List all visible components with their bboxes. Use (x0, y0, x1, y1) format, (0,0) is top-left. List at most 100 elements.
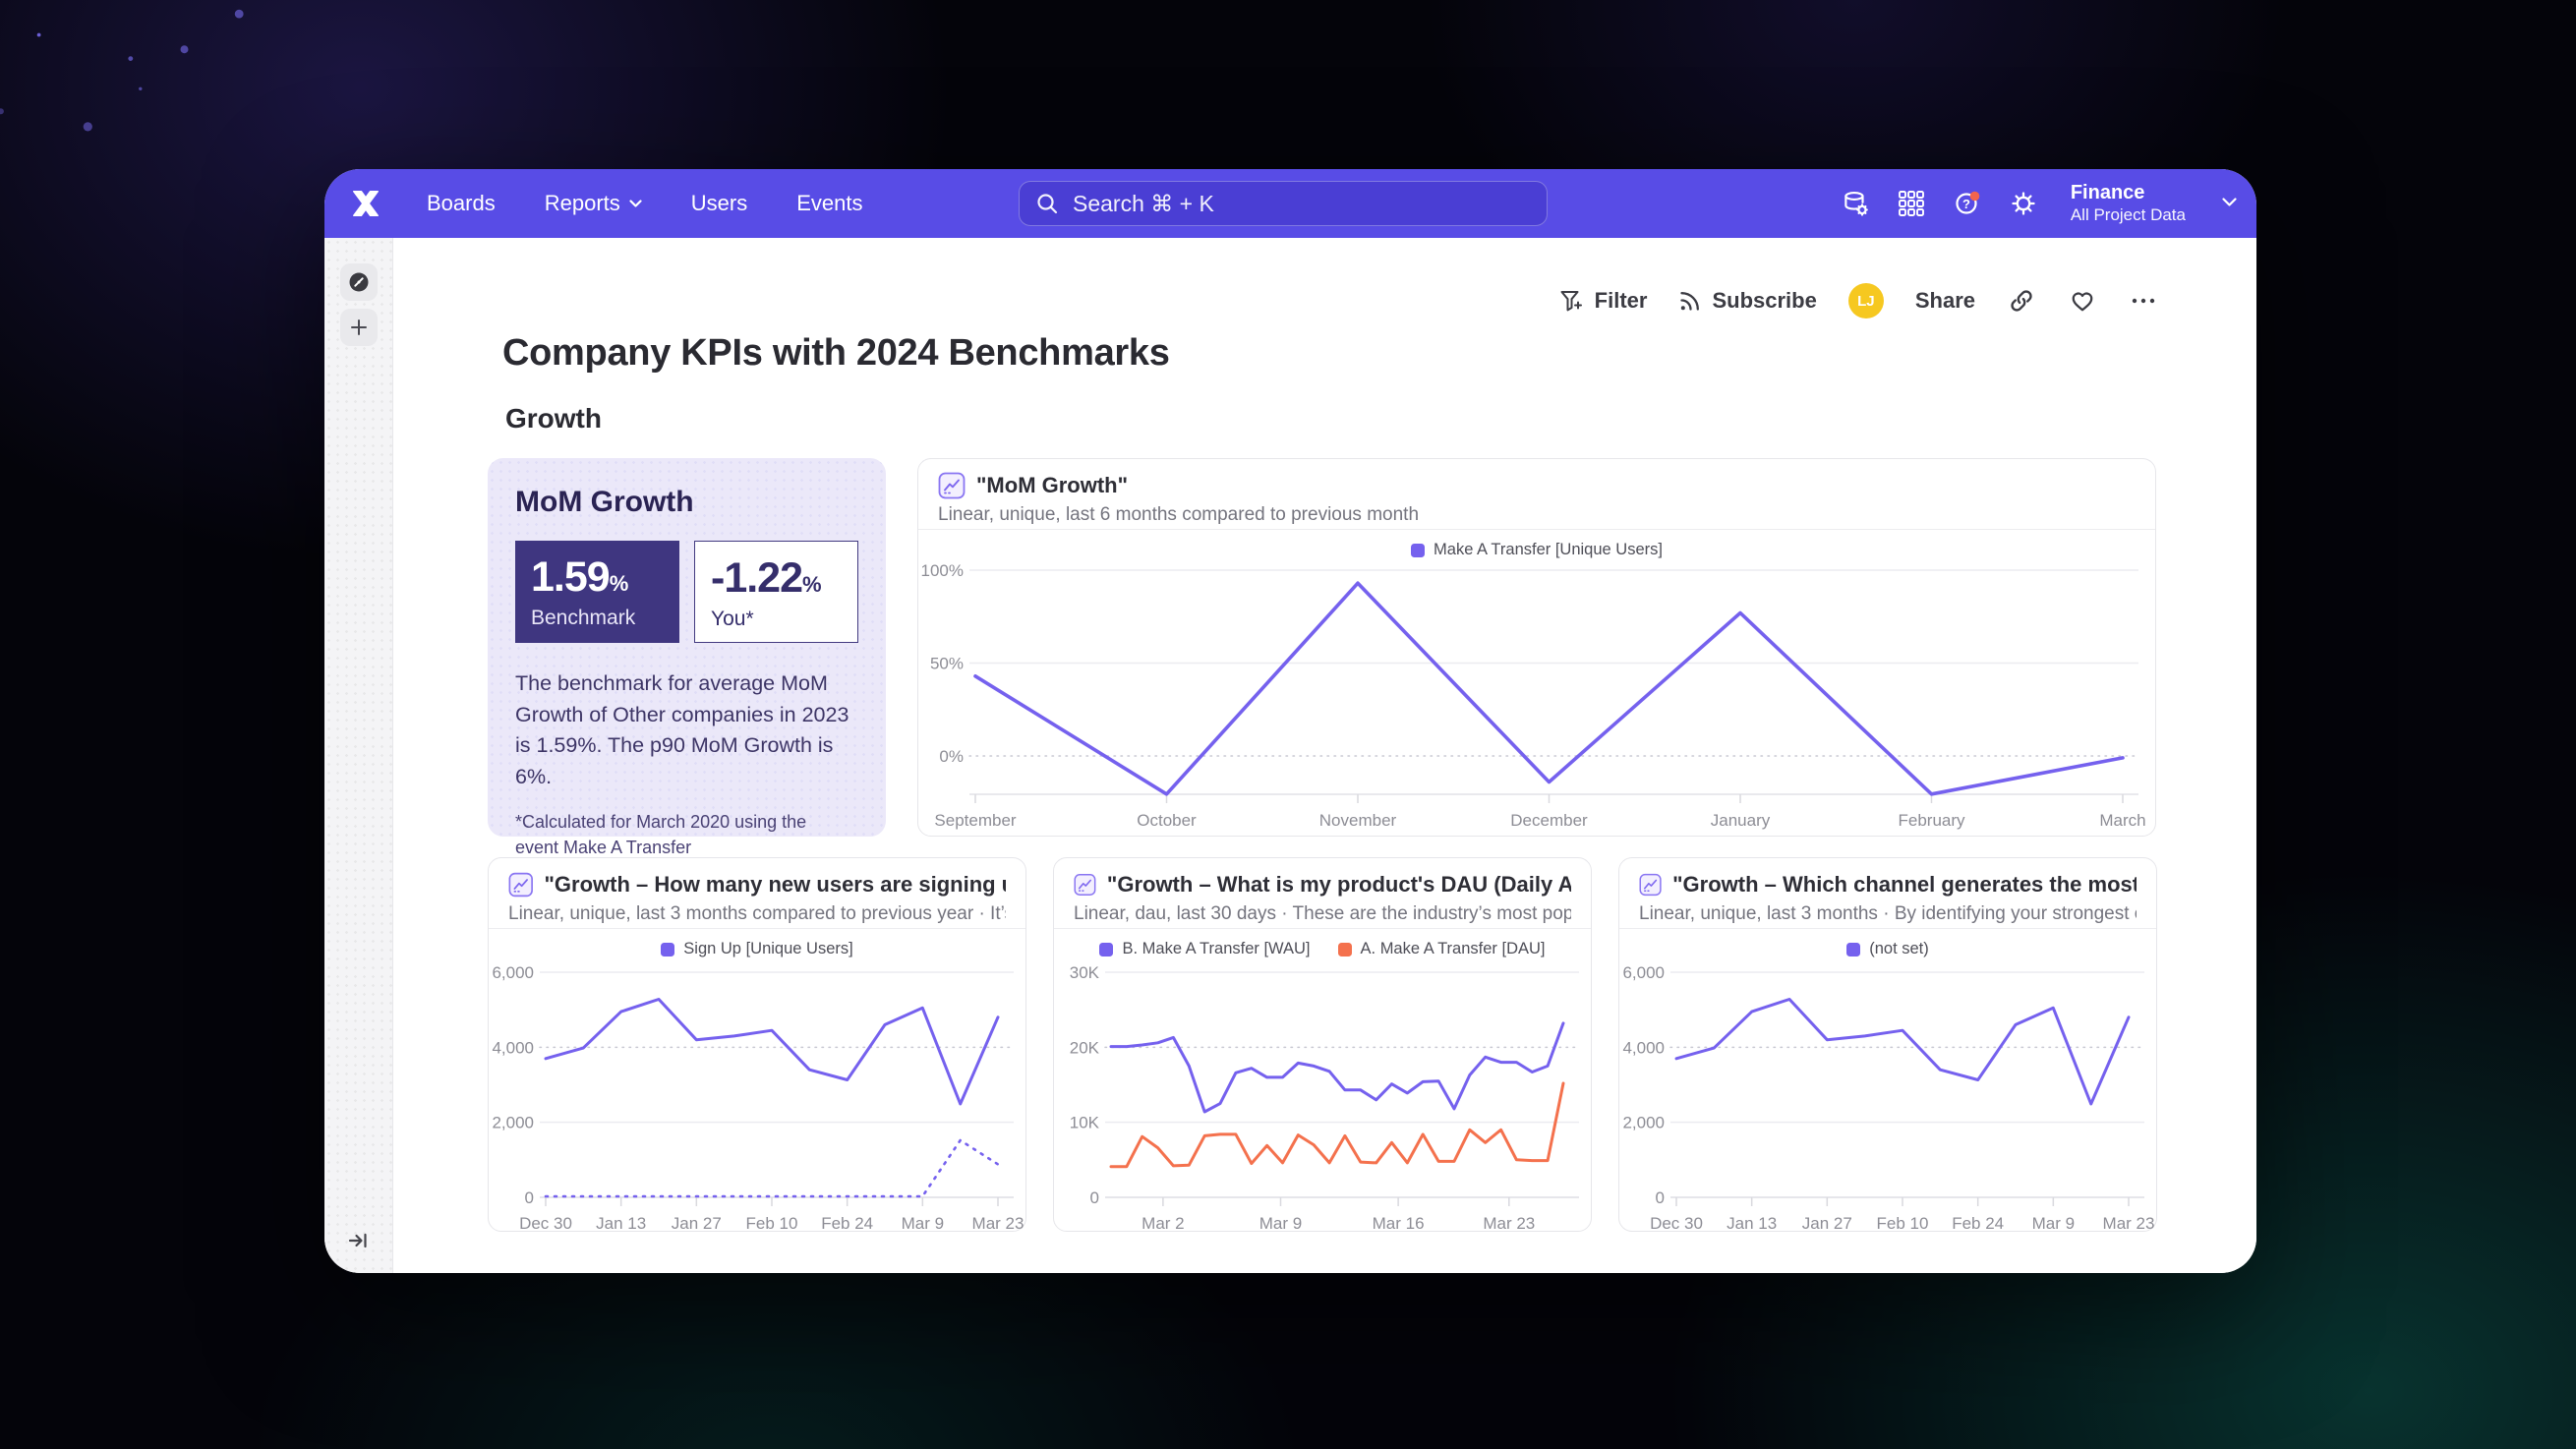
top-nav: Boards Reports Users Events Search ⌘ + K (324, 169, 2256, 238)
settings-gear-icon[interactable] (2009, 189, 2038, 218)
section-title: Growth (505, 403, 602, 434)
share-label: Share (1914, 288, 1975, 313)
legend-label: A. Make A Transfer [DAU] (1360, 940, 1546, 957)
data-management-icon[interactable] (1841, 189, 1870, 218)
svg-text:50%: 50% (930, 655, 964, 673)
legend-item[interactable]: (not set) (1846, 940, 1929, 958)
subscribe-label: Subscribe (1712, 288, 1817, 313)
legend-swatch (661, 942, 675, 956)
apps-grid-icon[interactable] (1897, 189, 1926, 218)
favorite-button[interactable] (2068, 286, 2097, 316)
svg-text:0: 0 (1090, 1188, 1099, 1207)
nav-item-events[interactable]: Events (796, 191, 862, 216)
svg-text:Jan 27: Jan 27 (1802, 1214, 1852, 1233)
filter-icon (1560, 291, 1582, 312)
mixpanel-logo-icon[interactable] (346, 184, 385, 223)
nav-item-label: Users (690, 191, 748, 215)
legend-swatch (1846, 942, 1861, 956)
svg-text:February: February (1898, 811, 1965, 830)
chart-card-mom-growth[interactable]: "MoM Growth" Linear, unique, last 6 mont… (917, 458, 2156, 837)
project-name: Finance (2070, 182, 2145, 204)
svg-text:October: October (1137, 811, 1197, 830)
chart-card-signups[interactable]: "Growth – How many new users are signing… (488, 857, 1026, 1233)
add-board-button[interactable] (340, 309, 378, 346)
nav-item-label: Boards (427, 191, 496, 215)
legend-swatch (1099, 942, 1114, 956)
nav-item-reports[interactable]: Reports (545, 191, 642, 216)
svg-text:Mar 23: Mar 23 (972, 1214, 1025, 1233)
ellipsis-icon (2132, 298, 2155, 304)
svg-text:November: November (1319, 811, 1397, 830)
legend-label: Make A Transfer [Unique Users] (1434, 541, 1663, 558)
svg-text:6,000: 6,000 (1622, 963, 1665, 982)
legend-item[interactable]: Sign Up [Unique Users] (661, 940, 853, 958)
chart-title: "Growth – What is my product's DAU (Dail… (1106, 872, 1571, 897)
nav-item-label: Events (796, 191, 863, 215)
chart-card-header: "Growth – Which channel generates the mo… (1619, 858, 2156, 929)
chart-card-title-row[interactable]: "MoM Growth" (938, 472, 2136, 499)
nav-item-users[interactable]: Users (691, 191, 747, 216)
legend-item[interactable]: Make A Transfer [Unique Users] (1411, 541, 1663, 559)
legend-swatch (1411, 543, 1426, 557)
avatar-initials: LJ (1857, 292, 1875, 310)
legend-item[interactable]: A. Make A Transfer [DAU] (1337, 940, 1546, 958)
svg-text:0%: 0% (939, 747, 964, 766)
nav-item-boards[interactable]: Boards (427, 191, 496, 216)
svg-text:March: March (2099, 811, 2145, 830)
chart-card-header: "MoM Growth" Linear, unique, last 6 mont… (918, 459, 2155, 530)
chart-legend: Sign Up [Unique Users] (489, 940, 1025, 958)
chart-title: "Growth – Which channel generates the mo… (1672, 872, 2137, 897)
svg-text:2,000: 2,000 (492, 1114, 534, 1132)
svg-text:4,000: 4,000 (1622, 1038, 1665, 1057)
svg-text:Feb 24: Feb 24 (821, 1214, 873, 1233)
svg-text:100%: 100% (921, 561, 964, 580)
project-switcher[interactable]: Finance All Project Data (2071, 182, 2186, 225)
share-button[interactable]: Share (1915, 288, 1975, 314)
board-compass-button[interactable] (340, 263, 378, 301)
more-options-button[interactable] (2129, 286, 2158, 316)
nav-item-label: Reports (544, 191, 620, 215)
svg-text:Mar 2: Mar 2 (1142, 1214, 1184, 1233)
svg-text:Dec 30: Dec 30 (1650, 1214, 1703, 1233)
svg-text:Jan 13: Jan 13 (1727, 1214, 1777, 1233)
rss-icon (1680, 292, 1700, 311)
chart-legend: B. Make A Transfer [WAU] A. Make A Transf… (1054, 940, 1591, 958)
svg-text:January: January (1711, 811, 1771, 830)
filter-button[interactable]: Filter (1559, 288, 1647, 314)
chart-legend: (not set) (1619, 940, 2156, 958)
app-window: Boards Reports Users Events Search ⌘ + K (324, 169, 2256, 1273)
svg-text:0: 0 (1656, 1188, 1665, 1207)
chart-card-title-row[interactable]: "Growth – Which channel generates the mo… (1639, 871, 2137, 898)
you-stat-box: -1.22% You* (694, 541, 858, 643)
copy-link-button[interactable] (2007, 286, 2036, 316)
help-icon[interactable]: ? (1953, 189, 1982, 218)
svg-text:0: 0 (525, 1188, 534, 1207)
chevron-down-icon (629, 199, 642, 207)
search-placeholder: Search ⌘ + K (1073, 190, 1214, 216)
line-chart-icon (508, 872, 533, 898)
expand-sidebar-button[interactable] (342, 1224, 376, 1257)
svg-text:Mar 9: Mar 9 (2032, 1214, 2075, 1233)
nav-right-controls: ? Finance All Project Data (1841, 169, 2237, 238)
search-icon (1037, 194, 1058, 214)
chart-card-title-row[interactable]: "Growth – What is my product's DAU (Dail… (1074, 871, 1571, 898)
chevron-down-icon[interactable] (2222, 195, 2237, 212)
avatar[interactable]: LJ (1847, 283, 1884, 319)
chart-card-title-row[interactable]: "Growth – How many new users are signing… (508, 871, 1006, 898)
svg-text:Jan 13: Jan 13 (596, 1214, 646, 1233)
legend-item[interactable]: B. Make A Transfer [WAU] (1099, 940, 1311, 958)
nav-links: Boards Reports Users Events (427, 191, 862, 216)
chart-subtitle: Linear, dau, last 30 days · These are th… (1074, 903, 1571, 924)
subscribe-button[interactable]: Subscribe (1678, 288, 1817, 314)
svg-text:30K: 30K (1070, 963, 1100, 982)
chart-title: "MoM Growth" (976, 473, 1129, 497)
svg-text:December: December (1510, 811, 1588, 830)
svg-text:Feb 24: Feb 24 (1952, 1214, 2004, 1233)
search-input[interactable]: Search ⌘ + K (1019, 181, 1548, 226)
svg-text:?: ? (1962, 197, 1970, 211)
chart-card-dau[interactable]: "Growth – What is my product's DAU (Dail… (1053, 857, 1592, 1233)
project-scope: All Project Data (2070, 204, 2186, 224)
chart-card-channels[interactable]: "Growth – Which channel generates the mo… (1618, 857, 2157, 1233)
svg-text:4,000: 4,000 (492, 1038, 534, 1057)
you-label: You* (711, 608, 754, 630)
